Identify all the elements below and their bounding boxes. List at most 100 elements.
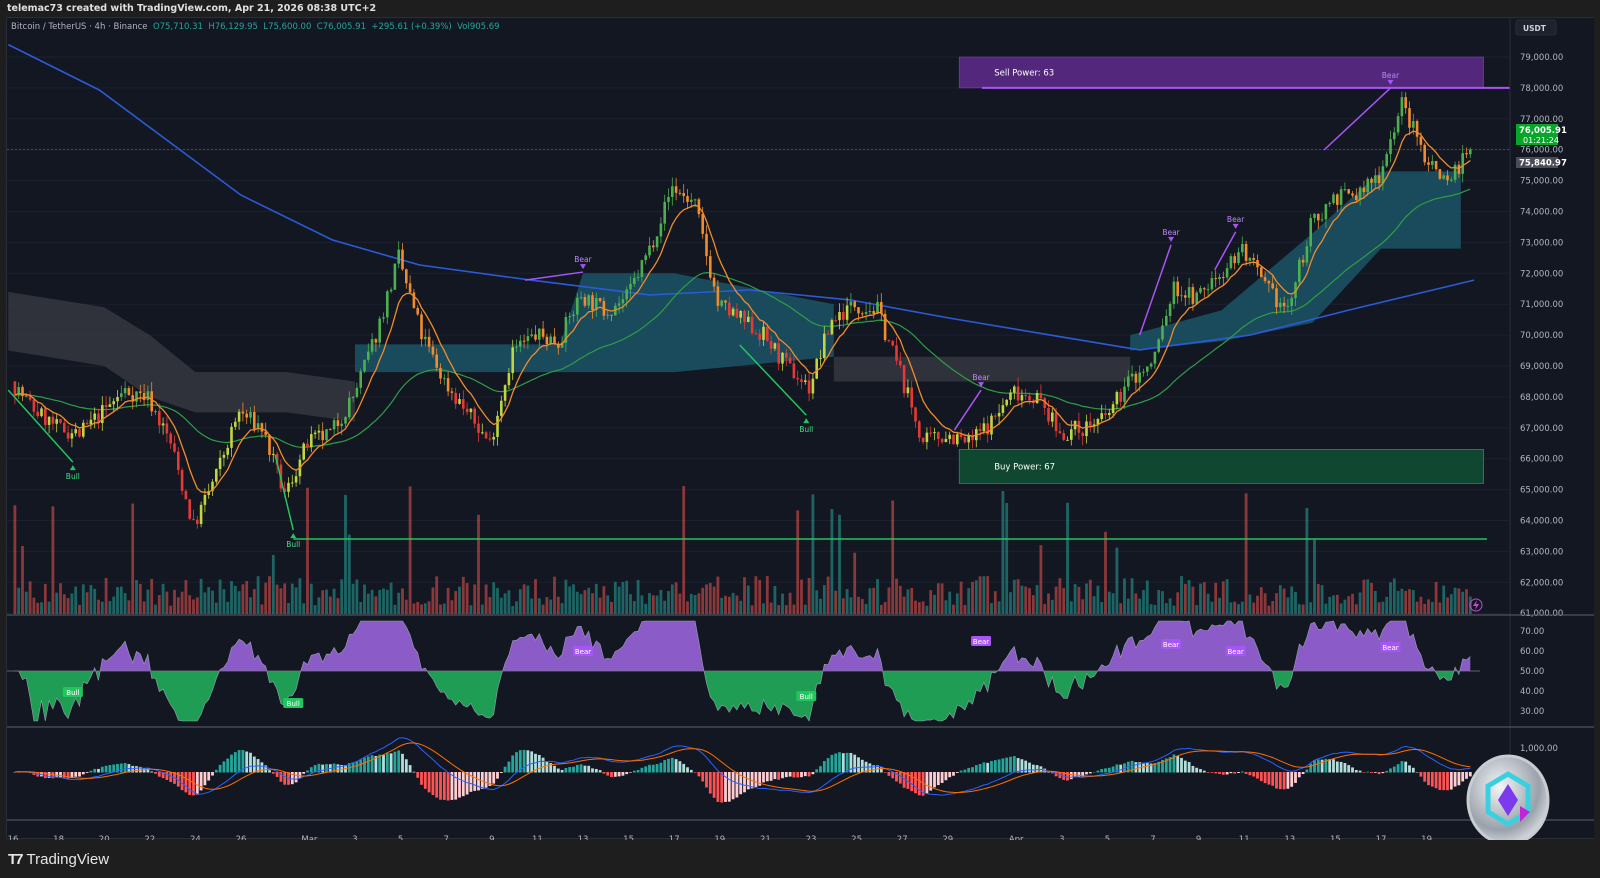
macd-histogram-bar	[233, 752, 237, 773]
volume-bar	[629, 594, 632, 614]
symbol-name[interactable]: Bitcoin / TetherUS · 4h · Binance	[11, 22, 148, 32]
macd-histogram-bar	[1468, 772, 1472, 777]
candle	[1028, 395, 1031, 401]
macd-histogram-bar	[480, 772, 484, 789]
volume-bar	[925, 605, 929, 614]
candle	[173, 443, 176, 452]
macd-histogram-bar	[321, 764, 325, 773]
tradingview-logo[interactable]: T7 TradingView	[8, 851, 109, 868]
candle	[450, 391, 454, 393]
candle	[750, 316, 754, 334]
volume-bar	[610, 601, 613, 614]
candle	[659, 223, 663, 237]
candle	[1419, 136, 1423, 145]
price-axis[interactable]	[1510, 18, 1594, 838]
volume-bar	[237, 591, 241, 614]
macd-histogram-bar	[891, 772, 895, 779]
volume-bar	[697, 593, 701, 614]
macd-histogram-bar	[1191, 765, 1195, 773]
macd-histogram-bar	[997, 759, 1001, 773]
macd-histogram-bar	[199, 772, 203, 791]
volume-bar	[632, 601, 636, 614]
macd-histogram-bar	[602, 772, 606, 774]
macd-histogram-bar	[1111, 766, 1115, 773]
candle	[576, 297, 579, 315]
candle	[629, 283, 632, 290]
candle	[85, 422, 89, 425]
volume-bar	[967, 588, 971, 614]
volume-bar	[959, 581, 963, 614]
macd-histogram-bar	[925, 772, 929, 794]
macd-histogram-bar	[1453, 772, 1457, 787]
macd-histogram-bar	[1442, 772, 1446, 791]
macd-histogram-bar	[917, 772, 921, 796]
candle	[1184, 295, 1187, 298]
candle	[788, 357, 792, 364]
candle	[348, 397, 351, 418]
macd-histogram-bar	[1419, 772, 1423, 777]
candle	[515, 346, 518, 348]
volume-bar	[1343, 599, 1347, 614]
volume-bar	[1195, 605, 1199, 614]
rsi-signal-badge	[573, 646, 593, 656]
macd-histogram-bar	[116, 763, 119, 773]
price-tick: 68,000.00	[1520, 393, 1563, 403]
volume-bar	[777, 605, 781, 614]
macd-pane[interactable]	[13, 737, 1472, 803]
macd-histogram-bar	[993, 760, 997, 773]
volume-bar	[716, 576, 720, 614]
candle	[226, 447, 229, 455]
macd-histogram-bar	[743, 772, 746, 793]
candle	[454, 392, 457, 404]
volume-bar	[427, 601, 431, 614]
rsi-signal-badge	[283, 698, 304, 708]
candle	[1339, 189, 1343, 205]
macd-histogram-bar	[560, 769, 564, 773]
candle	[245, 413, 248, 418]
volume-bar	[85, 592, 89, 614]
macd-histogram-bar	[359, 759, 363, 773]
macd-histogram-bar	[1423, 772, 1427, 782]
macd-histogram-bar	[777, 772, 781, 780]
volume-bar	[492, 582, 496, 614]
macd-histogram-bar	[697, 772, 701, 777]
macd-histogram-bar	[1229, 772, 1233, 774]
signal-label: Bull	[799, 425, 813, 434]
rsi-pane[interactable]: Bull Bull Bear Bull Bear Bear Bear Bear	[7, 620, 1480, 722]
candle	[1343, 189, 1347, 191]
volume-bar	[1145, 580, 1149, 614]
macd-histogram-bar	[1275, 772, 1278, 789]
volume-bar	[97, 599, 100, 614]
candle	[188, 499, 191, 519]
candle	[431, 346, 435, 355]
macd-histogram-bar	[613, 772, 617, 777]
macd-histogram-bar	[845, 752, 849, 773]
macd-histogram-bar	[499, 772, 503, 774]
price-pane[interactable]: Sell Power: 63 Buy Power: 67 Bull Bull Bear B…	[7, 43, 1510, 614]
signal-label: Bull	[286, 540, 300, 549]
currency-button[interactable]	[1515, 19, 1557, 36]
volume-bar	[518, 589, 522, 614]
macd-histogram-bar	[792, 772, 796, 778]
volume-bar	[1408, 589, 1411, 614]
macd-histogram-bar	[773, 772, 777, 780]
macd-histogram-bar	[446, 772, 450, 801]
candle	[203, 495, 207, 505]
volume-bar	[807, 578, 811, 614]
candle	[272, 453, 275, 455]
volume-bar	[271, 555, 275, 614]
macd-histogram-bar	[119, 763, 123, 773]
candle	[724, 300, 727, 303]
volume-bar	[1153, 604, 1157, 614]
candle	[880, 301, 883, 314]
candle	[241, 411, 245, 414]
macd-histogram-bar	[1157, 761, 1161, 773]
candle	[1328, 203, 1331, 205]
macd-histogram-bar	[1411, 767, 1415, 773]
macd-histogram-bar	[195, 772, 199, 795]
lightning-icon[interactable]	[1469, 598, 1483, 612]
volume-bar	[1320, 585, 1324, 614]
macd-histogram-bar	[883, 772, 887, 773]
bear-arrow-icon	[1232, 223, 1239, 229]
